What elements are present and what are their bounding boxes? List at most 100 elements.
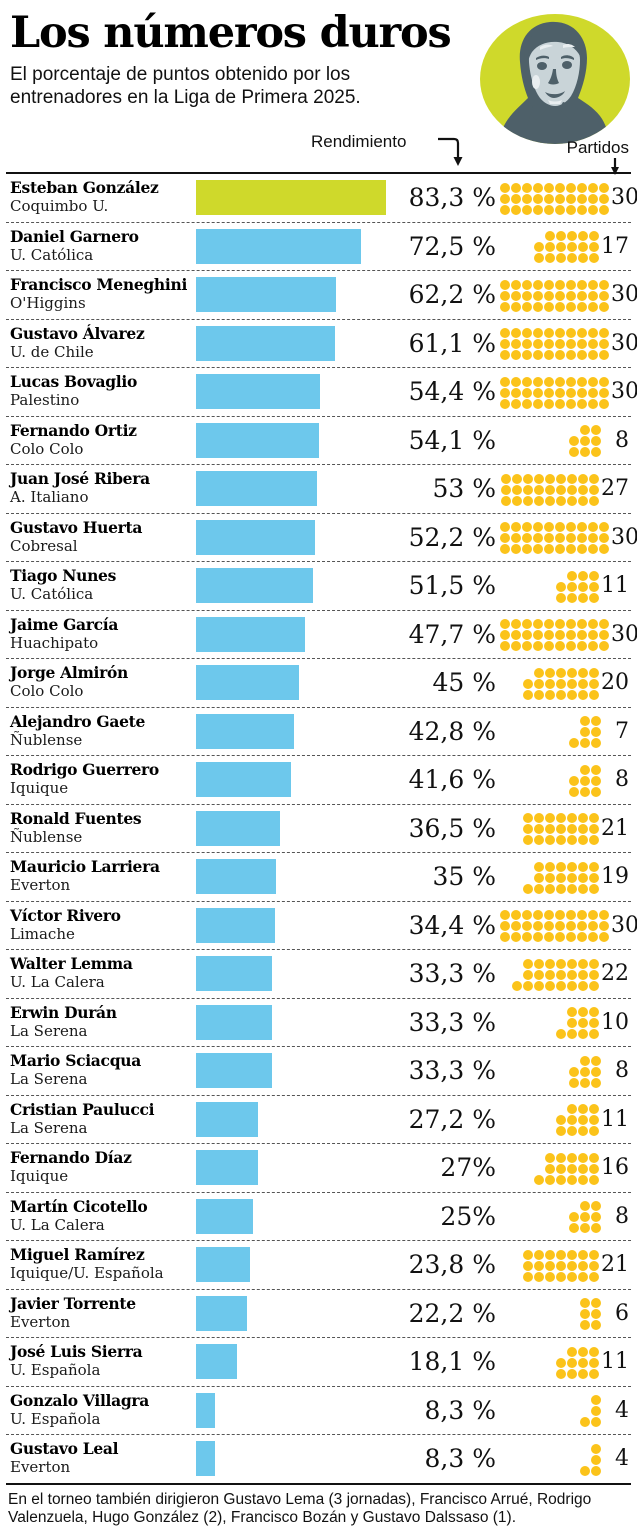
- match-dot: [555, 339, 565, 349]
- matches-count: 11: [601, 573, 629, 598]
- matches-dot-column: [599, 619, 609, 651]
- coach-name: José Luis Sierra: [10, 1344, 196, 1361]
- performance-bar-cell: [196, 1144, 392, 1192]
- performance-bar: [196, 617, 305, 652]
- match-dot-empty: [569, 716, 579, 726]
- matches-dot-column: [588, 280, 598, 312]
- match-dot: [511, 291, 521, 301]
- matches-count: 11: [601, 1107, 629, 1132]
- match-dot: [533, 399, 543, 409]
- match-dot: [544, 280, 554, 290]
- match-dot: [578, 1153, 588, 1163]
- match-dot: [500, 910, 510, 920]
- matches-dot-column: [567, 571, 577, 603]
- match-dot: [567, 981, 577, 991]
- matches-dot-column: [500, 619, 510, 651]
- match-dot: [545, 679, 555, 689]
- match-dot: [599, 328, 609, 338]
- match-dot: [567, 474, 577, 484]
- matches-dot-column: [588, 328, 598, 360]
- match-dot: [577, 641, 587, 651]
- performance-bar: [196, 568, 313, 603]
- match-dot: [599, 194, 609, 204]
- match-dot: [555, 302, 565, 312]
- match-dot: [533, 630, 543, 640]
- coach-team: Huachipato: [10, 635, 196, 652]
- match-dot: [591, 1444, 601, 1454]
- match-dot: [569, 776, 579, 786]
- matches-dot-grid: [500, 617, 609, 651]
- performance-bar-cell: [196, 999, 392, 1047]
- matches-dot-column: [588, 910, 598, 942]
- match-dot: [555, 350, 565, 360]
- match-dot: [591, 787, 601, 797]
- matches-dot-column: [533, 280, 543, 312]
- matches-dot-column: [578, 571, 588, 603]
- match-dot: [556, 981, 566, 991]
- matches-dot-grid: [512, 957, 599, 991]
- matches-dot-column: [523, 1250, 533, 1282]
- match-dot: [580, 1078, 590, 1088]
- matches-dot-column: [522, 328, 532, 360]
- performance-bar: [196, 374, 320, 409]
- match-dot: [567, 1164, 577, 1174]
- matches-dot-column: [534, 813, 544, 845]
- matches-dot-column: [523, 813, 533, 845]
- match-dot: [589, 1358, 599, 1368]
- match-dot: [566, 619, 576, 629]
- coach-name: Rodrigo Guerrero: [10, 762, 196, 779]
- match-dot: [523, 1250, 533, 1260]
- performance-value: 33,3 %: [392, 1056, 500, 1085]
- matches-dot-column: [580, 425, 590, 457]
- match-dot: [545, 862, 555, 872]
- match-dot: [511, 183, 521, 193]
- match-dot: [534, 959, 544, 969]
- performance-bar: [196, 423, 319, 458]
- performance-value: 61,1 %: [392, 329, 500, 358]
- matches-dot-column: [591, 716, 601, 748]
- match-dot: [578, 231, 588, 241]
- performance-value: 36,5 %: [392, 814, 500, 843]
- matches-cell: 27: [500, 465, 631, 513]
- performance-bar: [196, 180, 386, 215]
- match-dot: [544, 619, 554, 629]
- matches-dot-column: [567, 231, 577, 263]
- match-dot-empty: [534, 1164, 544, 1174]
- match-dot: [577, 619, 587, 629]
- matches-cell: 16: [500, 1144, 631, 1192]
- performance-bar: [196, 1199, 253, 1234]
- match-dot: [522, 522, 532, 532]
- match-dot: [556, 485, 566, 495]
- match-dot: [534, 970, 544, 980]
- match-dot: [589, 1153, 599, 1163]
- matches-dot-column: [555, 183, 565, 215]
- match-dot: [567, 1250, 577, 1260]
- match-dot: [534, 253, 544, 263]
- match-dot: [567, 485, 577, 495]
- match-dot: [523, 496, 533, 506]
- matches-dot-column: [544, 183, 554, 215]
- performance-bar-cell: [196, 1096, 392, 1144]
- match-dot: [588, 399, 598, 409]
- matches-dot-column: [577, 280, 587, 312]
- performance-value: 54,4 %: [392, 377, 500, 406]
- matches-dot-column: [533, 183, 543, 215]
- match-dot: [567, 1261, 577, 1271]
- match-dot: [534, 1250, 544, 1260]
- coach-team: Cobresal: [10, 538, 196, 555]
- match-dot: [512, 474, 522, 484]
- match-dot: [545, 496, 555, 506]
- match-dot: [533, 280, 543, 290]
- performance-bar-cell: [196, 805, 392, 853]
- match-dot: [533, 533, 543, 543]
- match-dot: [544, 921, 554, 931]
- performance-value: 52,2 %: [392, 523, 500, 552]
- match-dot: [534, 813, 544, 823]
- match-dot: [566, 522, 576, 532]
